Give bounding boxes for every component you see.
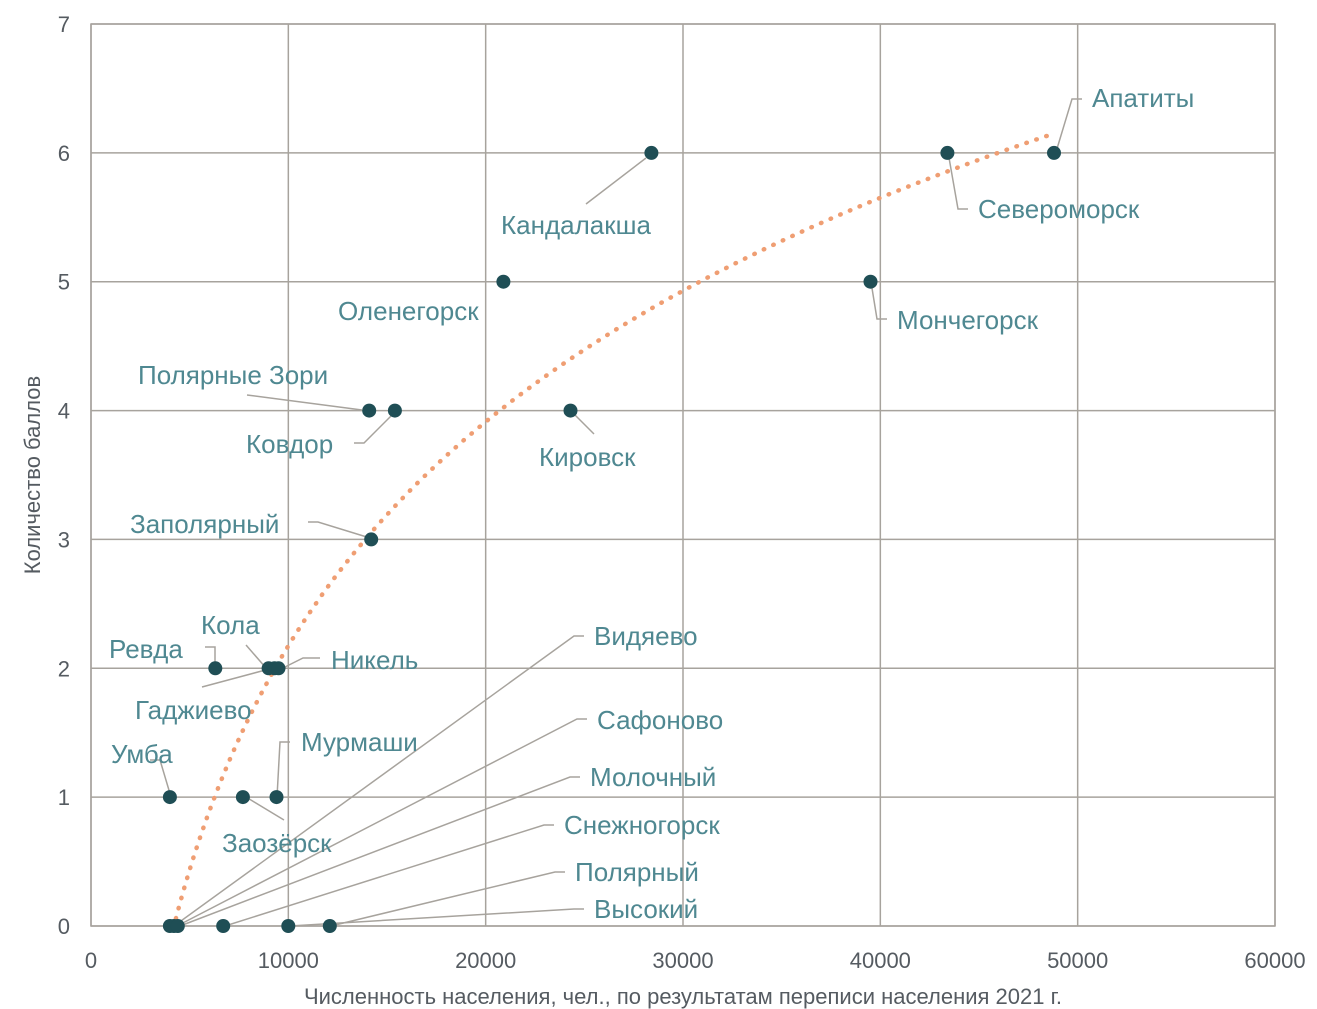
data-point (863, 274, 878, 289)
point-label: Кандалакша (501, 210, 651, 240)
point-label: Апатиты (1092, 83, 1194, 113)
label-leader-line (354, 412, 395, 444)
label-leader-line (173, 635, 584, 927)
data-point (644, 145, 659, 160)
label-leader-line (276, 741, 290, 798)
data-point (362, 403, 377, 418)
y-tick-label: 0 (58, 914, 70, 939)
point-label: Умба (111, 739, 173, 769)
point-label: Заозёрск (222, 828, 332, 858)
label-leader-line (150, 759, 172, 798)
label-leader-line (179, 776, 580, 927)
plot-area (90, 23, 1276, 927)
label-leader-line (289, 908, 584, 927)
x-tick-label: 60000 (1244, 948, 1305, 973)
y-tick-label: 2 (58, 656, 70, 681)
point-label: Кола (201, 610, 260, 640)
data-point (563, 403, 578, 418)
data-point (322, 919, 337, 933)
point-labels: Апатиты Североморск Кандалакша Оленегорск Мо… (109, 83, 1194, 924)
data-point (940, 145, 955, 160)
point-label: Сафоново (597, 705, 723, 735)
point-label: Ревда (109, 634, 183, 664)
x-axis-ticks: 0 10000 20000 30000 40000 50000 60000 (85, 948, 1306, 973)
point-label: Оленегорск (338, 296, 479, 326)
point-label: Никель (331, 645, 418, 675)
point-label: Заполярный (130, 509, 279, 539)
y-tick-label: 4 (58, 399, 70, 424)
point-label: Кировск (539, 442, 636, 472)
point-label: Молочный (590, 762, 716, 792)
point-label: Ковдор (246, 429, 333, 459)
y-tick-label: 7 (58, 12, 70, 37)
point-label: Полярные Зори (138, 360, 328, 390)
label-leader-line (308, 521, 371, 539)
label-leader-line (205, 646, 216, 668)
data-point (208, 661, 223, 676)
point-label: Североморск (978, 194, 1140, 224)
data-point (216, 919, 231, 933)
label-leader-line (245, 796, 285, 821)
point-label: Полярный (575, 857, 699, 887)
x-tick-label: 20000 (455, 948, 516, 973)
y-axis-title: Количество баллов (20, 376, 45, 574)
x-tick-label: 30000 (652, 948, 713, 973)
label-leader-line (278, 657, 320, 671)
point-label: Мурмаши (301, 727, 418, 757)
point-label: Гаджиево (135, 695, 252, 725)
data-points (162, 145, 1061, 933)
data-point (269, 790, 284, 805)
label-leader-line (176, 718, 587, 927)
x-tick-label: 10000 (258, 948, 319, 973)
y-tick-label: 3 (58, 527, 70, 552)
data-point (271, 661, 286, 676)
label-leader-lines (150, 98, 1082, 927)
data-point (170, 919, 185, 933)
gridlines (90, 23, 1276, 927)
label-leader-line (246, 394, 363, 411)
data-point (364, 532, 379, 547)
data-point (235, 790, 250, 805)
y-axis-ticks: 0 1 2 3 4 5 6 7 (58, 12, 70, 939)
label-leader-line (224, 824, 554, 927)
point-label: Высокий (594, 894, 698, 924)
label-leader-line (245, 644, 267, 669)
data-point (1047, 145, 1061, 160)
y-tick-label: 5 (58, 270, 70, 295)
x-tick-label: 40000 (850, 948, 911, 973)
data-point (387, 403, 402, 418)
label-leader-line (1055, 98, 1082, 153)
x-tick-label: 0 (85, 948, 97, 973)
y-tick-label: 1 (58, 785, 70, 810)
label-leader-line (870, 281, 887, 320)
label-leader-line (330, 871, 565, 927)
label-leader-line (947, 151, 968, 210)
point-label: Мончегорск (897, 305, 1039, 335)
point-label: Снежногорск (564, 810, 720, 840)
x-tick-label: 50000 (1047, 948, 1108, 973)
trendline (173, 131, 1057, 921)
data-point (162, 790, 177, 805)
point-label: Видяево (594, 621, 698, 651)
label-leader-line (201, 667, 274, 688)
x-axis-title: Численность населения, чел., по результа… (304, 984, 1062, 1009)
data-point (281, 919, 296, 933)
label-leader-line (585, 157, 647, 205)
y-tick-label: 6 (58, 141, 70, 166)
data-point (496, 274, 511, 289)
